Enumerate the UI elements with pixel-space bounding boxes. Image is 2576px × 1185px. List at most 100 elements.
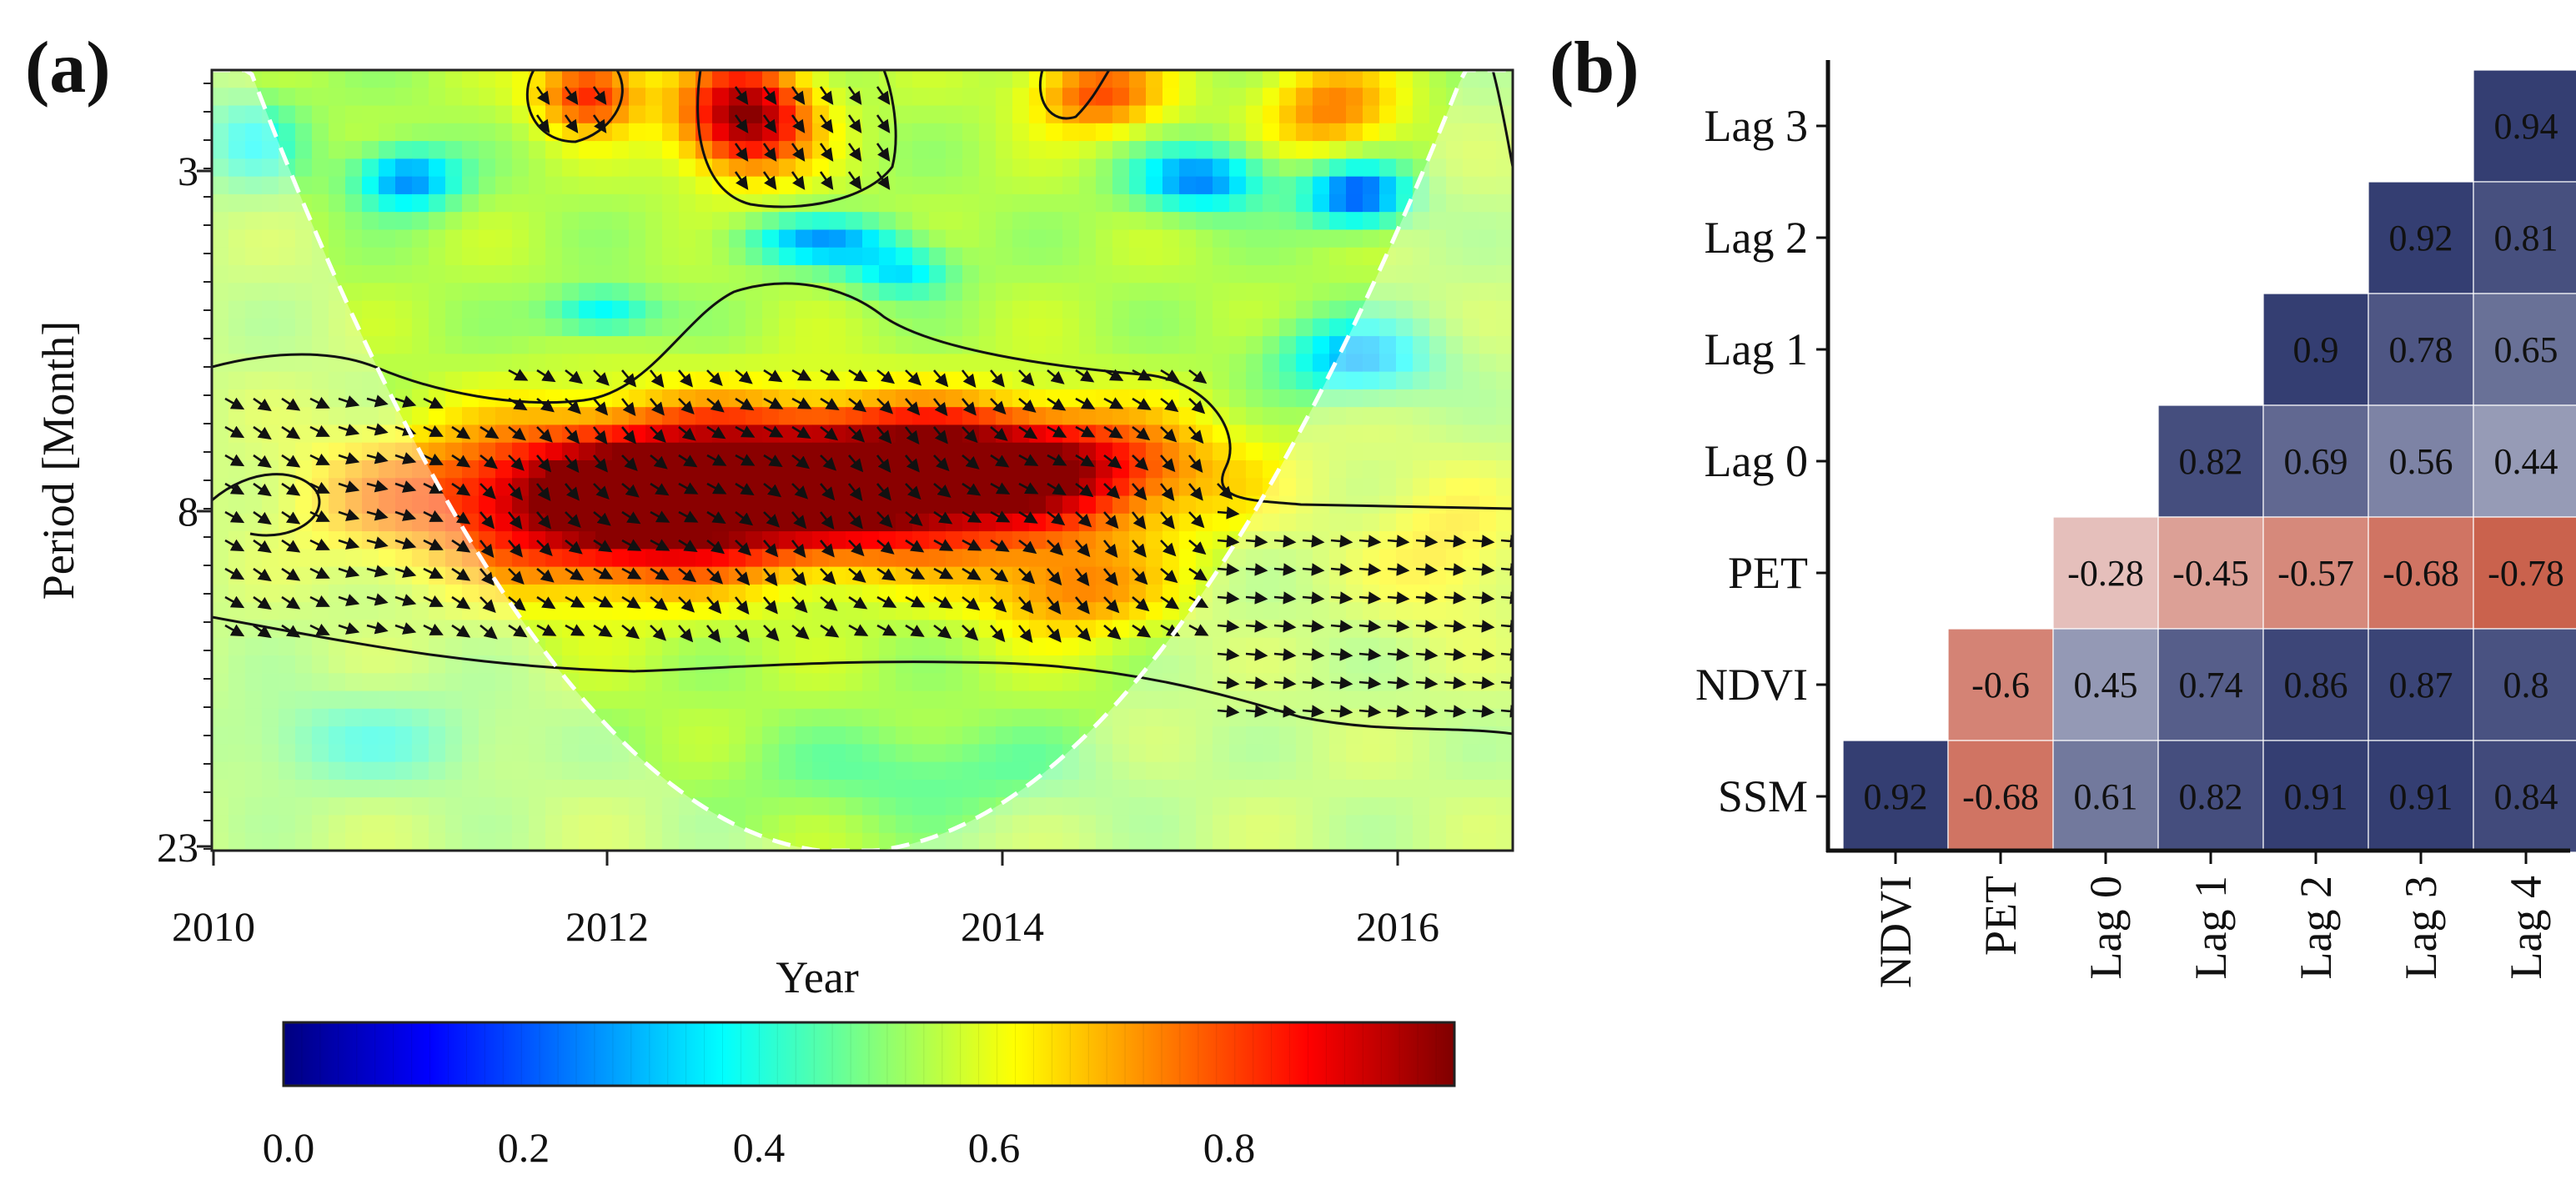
- coherence-cell: [1096, 88, 1113, 107]
- coherence-cell: [1062, 513, 1080, 532]
- coherence-cell: [862, 620, 880, 639]
- coherence-cell: [862, 70, 880, 89]
- coherence-cell: [1313, 70, 1330, 89]
- coherence-cell: [779, 549, 796, 568]
- coherence-cell: [529, 797, 546, 816]
- coherence-cell: [912, 815, 930, 834]
- coherence-cell: [729, 708, 746, 727]
- coherence-cell: [1179, 300, 1197, 319]
- coherence-cell: [862, 105, 880, 124]
- coherence-cell: [312, 655, 329, 675]
- coherence-cell: [1329, 123, 1347, 142]
- matrix-col-label: Lag 2: [2291, 876, 2341, 979]
- coherence-cell: [1046, 300, 1063, 319]
- coherence-cell: [562, 779, 580, 798]
- coherence-cell: [595, 247, 613, 266]
- coherence-cell: [679, 779, 696, 798]
- coherence-cell: [279, 193, 296, 213]
- coherence-cell: [562, 123, 580, 142]
- phase-arrow: [791, 454, 811, 469]
- matrix-cell-value: -0.78: [2488, 553, 2564, 594]
- coherence-cell: [295, 265, 313, 284]
- coherence-cell: [595, 690, 613, 710]
- coherence-cell: [1179, 158, 1197, 178]
- matrix-cell-value: 0.65: [2494, 329, 2558, 370]
- coherence-cell: [979, 690, 997, 710]
- coherence-cell: [295, 761, 313, 781]
- coherence-cell: [262, 407, 279, 426]
- coherence-cell: [212, 389, 229, 408]
- coherence-cell: [279, 708, 296, 727]
- coherence-cell: [495, 407, 513, 426]
- coherence-cell: [495, 620, 513, 639]
- coherence-cell: [1379, 460, 1397, 480]
- coherence-cell: [679, 637, 696, 656]
- coherence-cell: [1379, 158, 1397, 178]
- coherence-cell: [846, 265, 863, 284]
- coherence-cell: [395, 761, 413, 781]
- coherence-cell: [946, 407, 963, 426]
- coherence-cell: [1479, 88, 1497, 107]
- phase-arrow: [451, 482, 471, 496]
- coherence-cell: [862, 779, 880, 798]
- y-tick-23: 23: [157, 824, 198, 871]
- coherence-cell: [912, 265, 930, 284]
- coherence-cell: [929, 673, 947, 692]
- coherence-cell: [512, 407, 530, 426]
- coherence-cell: [329, 212, 346, 231]
- coherence-cell: [1479, 832, 1497, 851]
- coherence-cell: [746, 726, 763, 746]
- coherence-cell: [879, 673, 896, 692]
- coherence-cell: [779, 300, 796, 319]
- coherence-cell: [1213, 779, 1230, 798]
- coherence-cell: [1313, 744, 1330, 763]
- coherence-cell: [812, 690, 830, 710]
- coherence-cell: [329, 495, 346, 515]
- coherence-cell: [1296, 761, 1313, 781]
- coherence-cell: [929, 283, 947, 302]
- coherence-cell: [1379, 797, 1397, 816]
- coherence-cell: [495, 478, 513, 497]
- coherence-cell: [379, 176, 396, 195]
- coherence-cell: [1279, 744, 1297, 763]
- coherence-cell: [345, 265, 363, 284]
- coherence-cell: [1263, 779, 1280, 798]
- coherence-cell: [345, 744, 363, 763]
- coherence-cell: [1379, 354, 1397, 373]
- coherence-cell: [1313, 424, 1330, 444]
- coherence-cell: [679, 354, 696, 373]
- coherence-cell: [1162, 354, 1180, 373]
- coherence-cell: [1496, 354, 1513, 373]
- phase-arrow: [309, 453, 330, 465]
- coherence-cell: [1329, 176, 1347, 195]
- coherence-cell: [912, 389, 930, 408]
- coherence-cell: [929, 318, 947, 337]
- matrix-cell-value: 0.61: [2074, 776, 2138, 817]
- coherence-cell: [1413, 832, 1430, 851]
- coherence-cell: [495, 566, 513, 585]
- phase-arrow: [990, 398, 1007, 415]
- coherence-cell: [1112, 637, 1130, 656]
- coherence-cell: [662, 176, 680, 195]
- coherence-cell: [362, 407, 379, 426]
- phase-arrow: [592, 454, 608, 473]
- coherence-cell: [1496, 283, 1513, 302]
- coherence-cell: [746, 229, 763, 249]
- coherence-cell: [1213, 105, 1230, 124]
- coherence-cell: [929, 105, 947, 124]
- coherence-cell: [1363, 300, 1380, 319]
- coherence-cell: [312, 354, 329, 373]
- coherence-cell: [1096, 371, 1113, 390]
- coherence-cell: [445, 442, 463, 461]
- coherence-cell: [629, 424, 646, 444]
- coherence-cell: [979, 176, 997, 195]
- coherence-cell: [1496, 70, 1513, 89]
- coherence-cell: [262, 637, 279, 656]
- coherence-cell: [1062, 531, 1080, 550]
- coherence-cell: [479, 141, 496, 160]
- coherence-cell: [796, 158, 813, 178]
- phase-arrow: [678, 510, 699, 523]
- coherence-cell: [445, 354, 463, 373]
- coherence-cell: [712, 300, 730, 319]
- phase-arrow: [394, 480, 417, 493]
